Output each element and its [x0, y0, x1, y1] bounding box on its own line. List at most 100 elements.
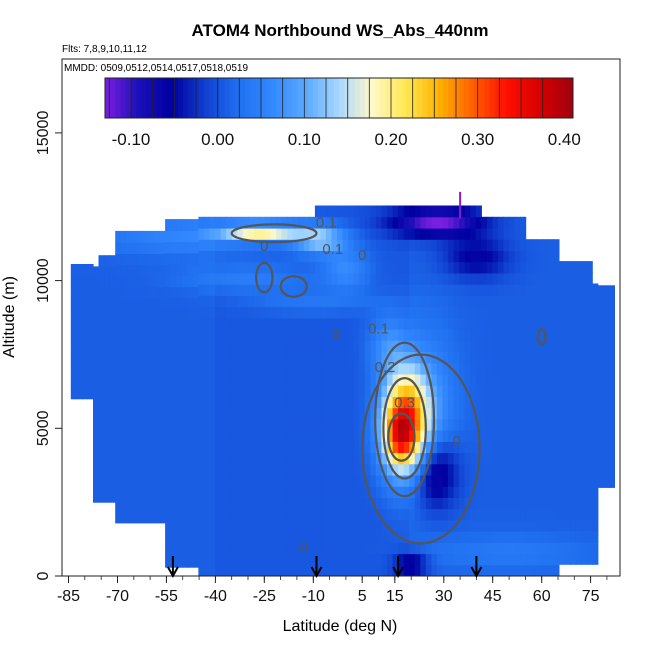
heatmap-cell — [131, 466, 138, 479]
heatmap-cell — [159, 421, 166, 434]
heatmap-cell — [542, 250, 549, 263]
heatmap-cell — [459, 519, 466, 532]
heatmap-cell — [187, 342, 194, 355]
heatmap-cell — [570, 508, 577, 520]
heatmap-cell — [442, 373, 449, 386]
heatmap-cell — [509, 418, 516, 431]
heatmap-cell — [364, 396, 371, 409]
heatmap-cell — [220, 272, 227, 285]
heatmap-cell — [176, 443, 183, 456]
heatmap-cell — [564, 407, 571, 419]
heatmap-cell — [403, 508, 410, 521]
heatmap-cell — [215, 250, 222, 263]
heatmap-cell — [131, 455, 138, 468]
heatmap-cell — [364, 463, 371, 476]
heatmap-cell — [492, 407, 499, 420]
heatmap-cell — [481, 340, 488, 352]
heatmap-cell — [592, 283, 599, 296]
heatmap-cell — [148, 477, 155, 490]
heatmap-cell — [553, 239, 560, 251]
heatmap-cell — [486, 228, 493, 240]
heatmap-cell — [253, 340, 260, 352]
heatmap-cell — [253, 519, 260, 532]
heatmap-cell — [259, 407, 266, 420]
heatmap-cell — [592, 519, 599, 532]
heatmap-cell — [292, 385, 299, 397]
heatmap-cell — [436, 239, 443, 251]
heatmap-cell — [287, 250, 294, 263]
heatmap-cell — [248, 329, 255, 341]
colorbar-swatch — [443, 78, 449, 118]
heatmap-cell — [159, 399, 166, 412]
heatmap-cell — [287, 317, 294, 330]
heatmap-cell — [209, 430, 216, 442]
heatmap-cell — [520, 306, 527, 319]
heatmap-cell — [475, 351, 482, 364]
heatmap-cell — [603, 375, 610, 387]
heatmap-cell — [492, 441, 499, 454]
heatmap-cell — [314, 508, 321, 521]
heatmap-cell — [187, 522, 194, 534]
heatmap-cell — [320, 430, 327, 442]
heatmap-cell — [514, 418, 521, 431]
heatmap-cell — [542, 373, 549, 386]
heatmap-cell — [359, 228, 366, 240]
heatmap-cell — [564, 553, 571, 565]
heatmap-cell — [498, 373, 505, 386]
heatmap-cell — [292, 564, 299, 576]
heatmap-cell — [481, 329, 488, 341]
heatmap-cell — [553, 564, 560, 576]
heatmap-cell — [581, 261, 588, 273]
heatmap-cell — [192, 544, 199, 557]
heatmap-cell — [492, 351, 499, 364]
heatmap-cell — [536, 295, 543, 308]
heatmap-cell — [370, 284, 377, 296]
heatmap-cell — [342, 272, 349, 285]
heatmap-cell — [414, 261, 421, 274]
heatmap-cell — [265, 239, 272, 251]
heatmap-cell — [475, 373, 482, 386]
heatmap-cell — [231, 542, 238, 555]
heatmap-cell — [520, 519, 527, 532]
flight-arrow — [310, 556, 323, 579]
heatmap-cell — [203, 284, 210, 296]
heatmap-cell — [270, 564, 277, 576]
heatmap-cell — [287, 385, 294, 397]
heatmap-cell — [93, 288, 100, 301]
heatmap-cell — [326, 430, 333, 442]
heatmap-cell — [154, 332, 161, 344]
heatmap-cell — [287, 329, 294, 341]
heatmap-cell — [126, 466, 133, 479]
heatmap-cell — [309, 362, 316, 375]
heatmap-cell — [320, 284, 327, 296]
heatmap-cell — [231, 362, 238, 375]
heatmap-cell — [398, 329, 405, 341]
heatmap-cell — [292, 216, 299, 229]
heatmap-cell — [547, 239, 554, 251]
heatmap-cell — [98, 479, 105, 492]
heatmap-cell — [242, 340, 249, 352]
heatmap-cell — [331, 216, 338, 229]
heatmap-cell — [109, 255, 116, 267]
heatmap-cell — [498, 385, 505, 397]
heatmap-cell — [436, 531, 443, 543]
heatmap-cell — [570, 485, 577, 498]
heatmap-cell — [464, 508, 471, 521]
heatmap-cell — [392, 329, 399, 341]
heatmap-cell — [115, 410, 122, 423]
heatmap-cell — [542, 553, 549, 566]
heatmap-cell — [453, 508, 460, 521]
heatmap-cell — [342, 362, 349, 375]
heatmap-cell — [459, 329, 466, 341]
heatmap-cell — [265, 486, 272, 498]
heatmap-cell — [387, 564, 394, 576]
heatmap-cell — [159, 309, 166, 322]
heatmap-cell — [192, 499, 199, 512]
heatmap-cell — [326, 329, 333, 341]
heatmap-cell — [81, 275, 88, 288]
heatmap-cell — [353, 228, 360, 240]
heatmap-cell — [603, 420, 610, 432]
colorbar-swatch — [500, 78, 506, 118]
heatmap-cell — [398, 261, 405, 274]
